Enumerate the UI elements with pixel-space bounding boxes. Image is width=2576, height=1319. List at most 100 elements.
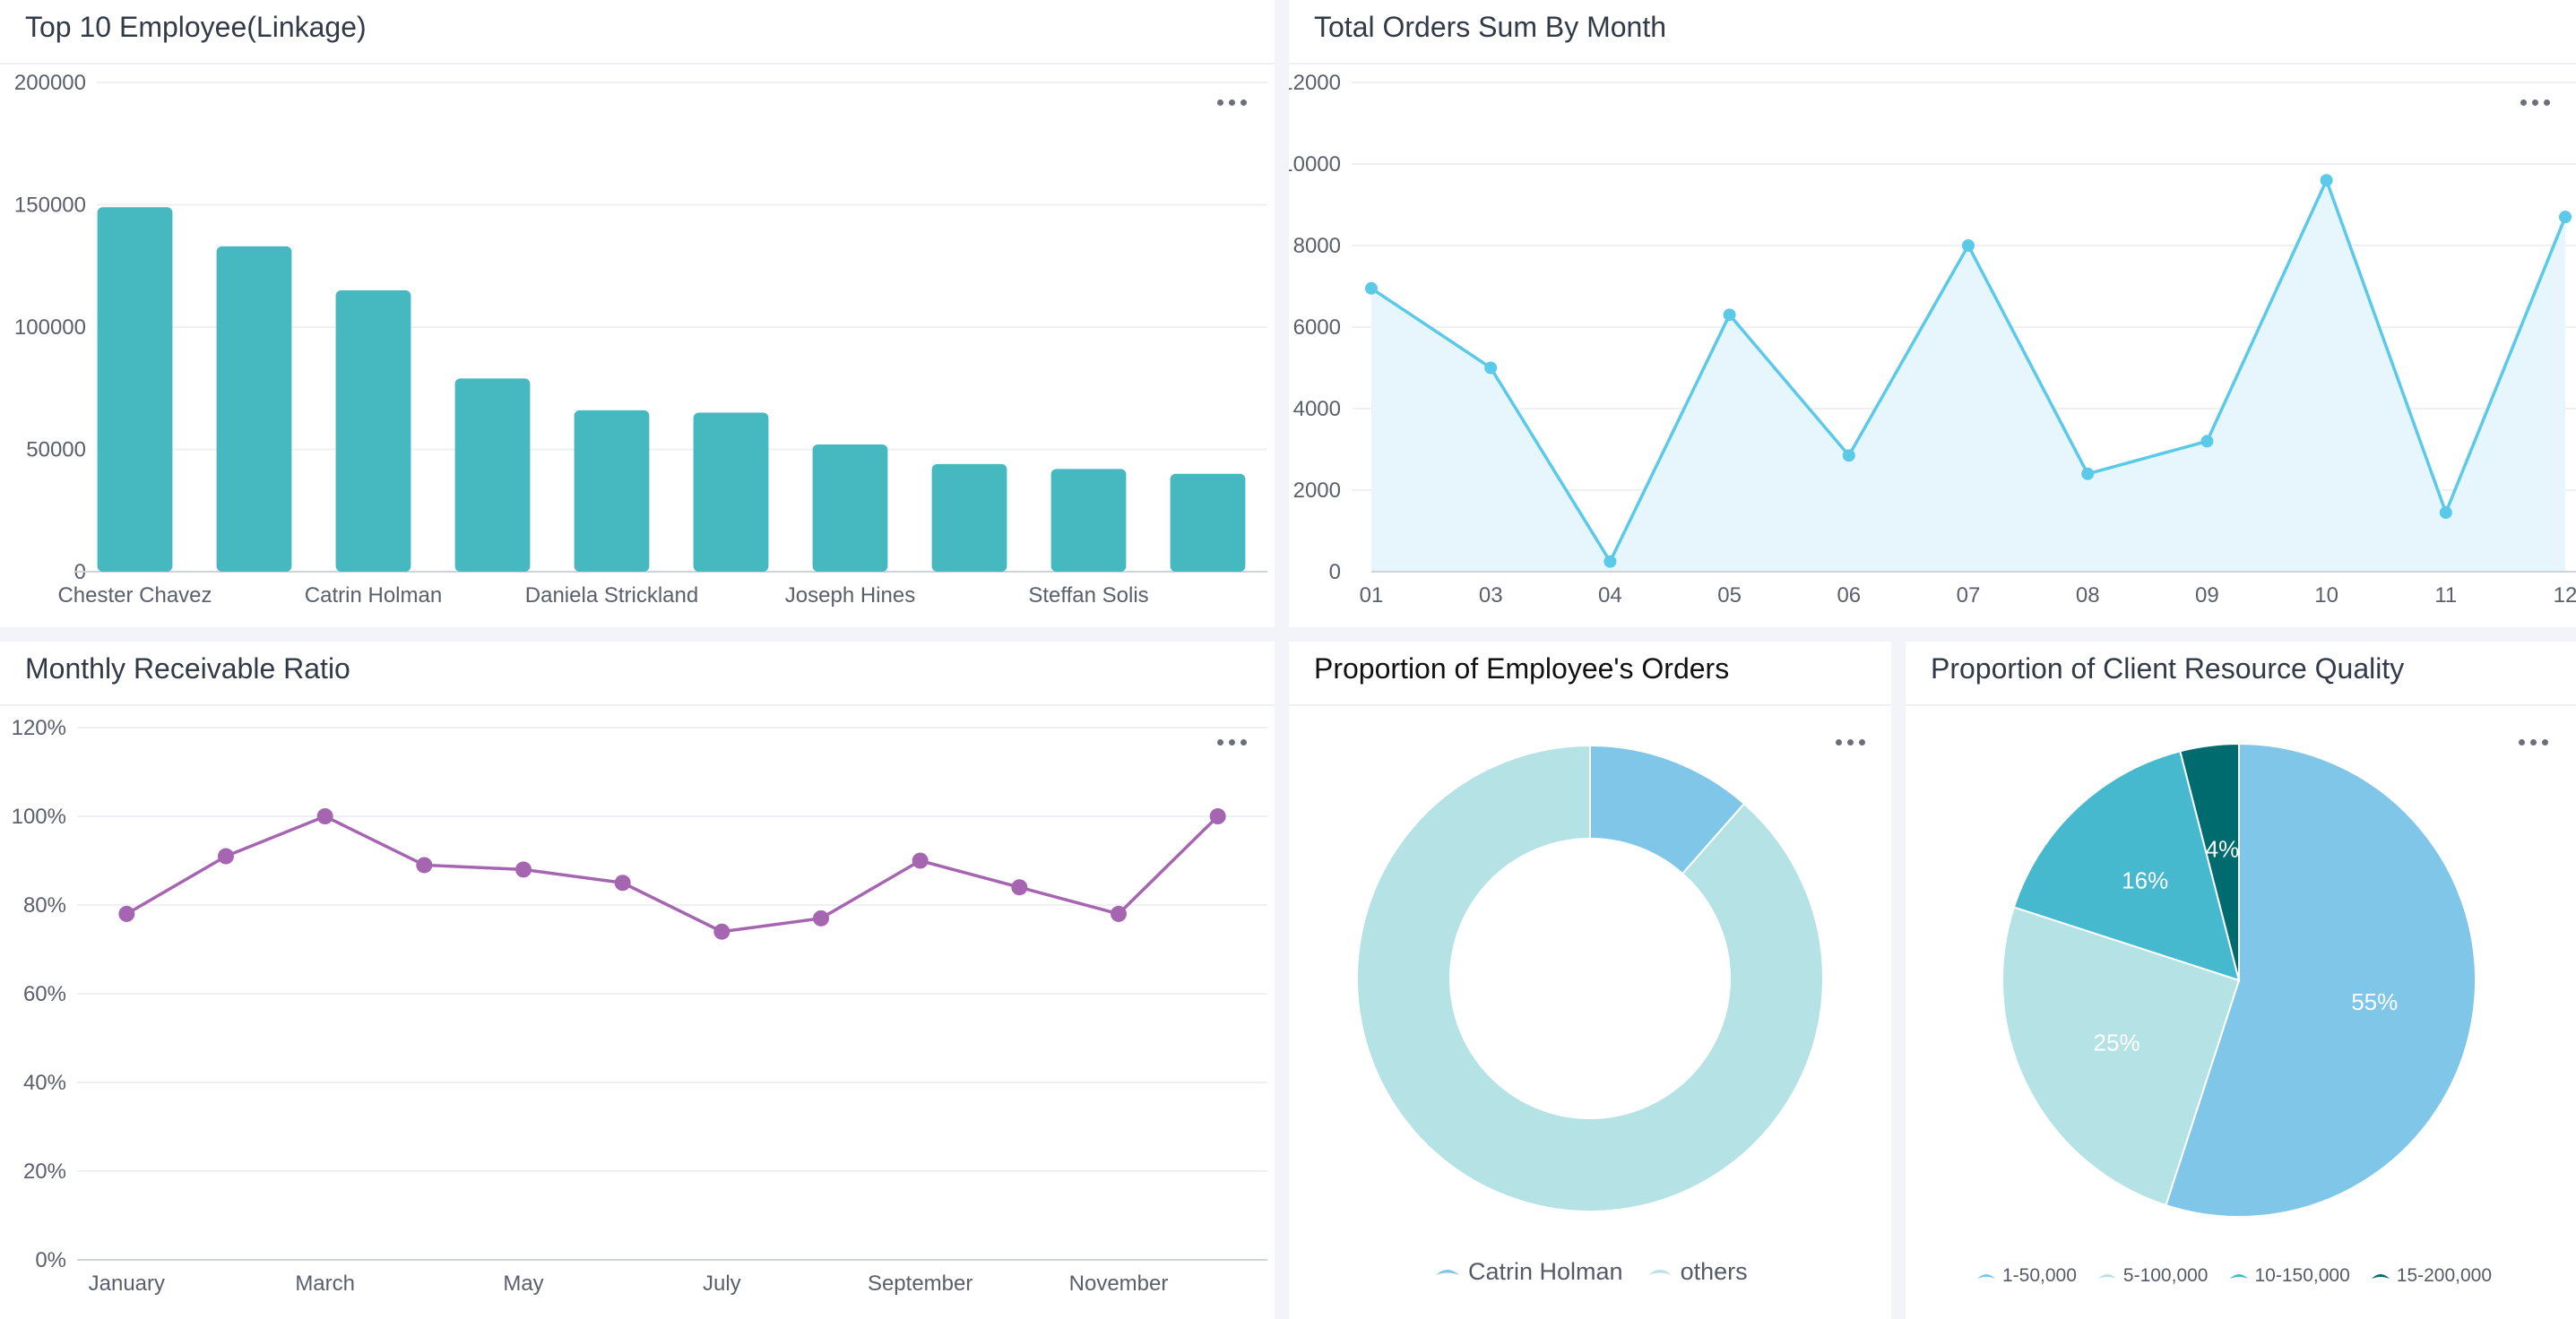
slice-label: 55% [2351, 988, 2398, 1015]
x-tick-label: 12 [2554, 583, 2576, 608]
legend-marker-icon [2097, 1274, 2116, 1279]
legend-label: Catrin Holman [1468, 1258, 1623, 1285]
x-tick-label: 06 [1837, 583, 1861, 608]
legend-item-1-50000[interactable]: 1-50,000 [1975, 1265, 2077, 1287]
x-tick-label: 04 [1598, 583, 1622, 608]
data-point [2200, 435, 2214, 448]
legend-label: others [1680, 1258, 1748, 1285]
bar [335, 290, 411, 572]
line-chart: 0% 20% 40% 60% 80% 100% 120% January March May Jul… [12, 716, 1267, 1296]
y-tick-label: 80% [23, 893, 66, 918]
bar [931, 463, 1007, 572]
x-tick-label: Catrin Holman [305, 583, 442, 608]
x-tick-label: 09 [2195, 583, 2219, 608]
data-point [1111, 905, 1127, 922]
panel-receivable: Monthly Receivable Ratio 0% 20% 40% 60% 80% 1… [0, 642, 1275, 1319]
area-chart: 0 2000 4000 6000 8000 10000 12000 01 03 04 05 06 07 0… [1289, 71, 2576, 608]
y-tick-label: 0 [1329, 560, 1341, 584]
legend-label: 1-50,000 [2002, 1265, 2077, 1286]
data-point [118, 905, 135, 922]
bar [574, 409, 650, 572]
x-tick-label: July [703, 1272, 741, 1296]
x-tick-label: 07 [1957, 583, 1981, 608]
series-line [125, 815, 1219, 934]
legend-label: 15-200,000 [2396, 1265, 2493, 1286]
x-tick-label: 11 [2434, 583, 2457, 608]
pie-slice [2001, 906, 2241, 1207]
x-tick-label: 08 [2076, 583, 2100, 608]
y-tick-label: 50000 [26, 438, 86, 462]
x-tick-label: 03 [1479, 583, 1503, 608]
panel-client-quality: Proportion of Client Resource Quality 55… [1906, 642, 2576, 1319]
y-tick-label: 4000 [1293, 397, 1341, 421]
pie-slice [2179, 742, 2240, 981]
more-options-button[interactable] [1217, 733, 1253, 751]
data-point [1962, 239, 1975, 252]
y-tick-label: 0% [35, 1248, 66, 1272]
legend-item-10-150000[interactable]: 10-150,000 [2228, 1265, 2350, 1287]
panel-title: Proportion of Employee's Orders [1314, 652, 1730, 685]
x-tick-label: Chester Chavez [57, 583, 212, 608]
bar [97, 207, 173, 573]
x-tick-label: 10 [2314, 583, 2338, 608]
y-tick-label: 8000 [1293, 234, 1341, 258]
legend-label: 10-150,000 [2254, 1265, 2350, 1286]
bar [216, 246, 292, 572]
data-point [912, 852, 929, 869]
legend-item-15-200000[interactable]: 15-200,000 [2370, 1265, 2492, 1287]
panel-title: Total Orders Sum By Month [1314, 11, 1667, 43]
data-point [218, 848, 234, 865]
legend-marker-icon [1647, 1269, 1672, 1275]
bar [1050, 469, 1127, 572]
x-tick-label: May [503, 1272, 543, 1296]
legend-marker-icon [1436, 1269, 1459, 1275]
more-options-button[interactable] [1836, 733, 1871, 751]
data-point [1723, 308, 1736, 322]
data-point [1842, 449, 1855, 462]
data-point [1604, 555, 1617, 568]
y-tick-label: 60% [23, 982, 66, 1006]
pie-slice [2165, 742, 2477, 1218]
data-point [2439, 506, 2452, 520]
y-tick-label: 150000 [14, 194, 86, 218]
more-options-button[interactable] [2519, 733, 2554, 751]
x-tick-label: January [89, 1272, 165, 1296]
slice-label: 25% [2094, 1030, 2140, 1056]
more-options-button[interactable] [1217, 93, 1253, 111]
data-point [813, 910, 829, 927]
x-tick-label: Steffan Solis [1028, 583, 1148, 608]
data-point [1365, 281, 1378, 295]
y-tick-label: 12000 [1289, 71, 1341, 95]
legend-item-others[interactable]: others [1647, 1258, 1748, 1286]
y-tick-label: 40% [23, 1071, 66, 1095]
chart-legend: Catrin Holman others [1434, 1258, 1748, 1286]
panel-header: Total Orders Sum By Month [1289, 0, 2576, 65]
data-point [2559, 211, 2572, 224]
more-options-button[interactable] [2520, 93, 2556, 111]
bar [1170, 473, 1246, 572]
panel-title: Proportion of Client Resource Quality [1931, 652, 2405, 685]
panel-title: Top 10 Employee(Linkage) [25, 11, 367, 43]
panel-header: Monthly Receivable Ratio [0, 642, 1275, 706]
y-tick-label: 20% [23, 1160, 66, 1184]
x-tick-label: March [295, 1272, 355, 1296]
panel-employee-orders: Proportion of Employee's Orders Catrin H… [1289, 642, 1891, 1319]
panel-header: Proportion of Employee's Orders [1289, 642, 1891, 706]
panel-header: Proportion of Client Resource Quality [1906, 642, 2576, 706]
legend-label: 5-100,000 [2122, 1265, 2209, 1286]
bar [812, 444, 888, 572]
legend-item-5-100000[interactable]: 5-100,000 [2096, 1265, 2209, 1287]
y-tick-label: 120% [12, 716, 66, 740]
y-tick-label: 100000 [14, 315, 86, 340]
panel-top-employee: Top 10 Employee(Linkage) 0 50000 100000 150… [0, 0, 1275, 627]
data-point [1011, 879, 1028, 896]
x-tick-label: 05 [1717, 583, 1742, 608]
x-tick-label: Joseph Hines [785, 583, 915, 608]
x-tick-label: September [868, 1272, 972, 1296]
legend-item-catrin-holman[interactable]: Catrin Holman [1434, 1258, 1623, 1286]
slice-label: 4% [2206, 835, 2240, 862]
x-tick-label: 01 [1360, 583, 1384, 608]
x-tick-label: Daniela Strickland [525, 583, 698, 608]
slice-label: 16% [2122, 866, 2168, 893]
